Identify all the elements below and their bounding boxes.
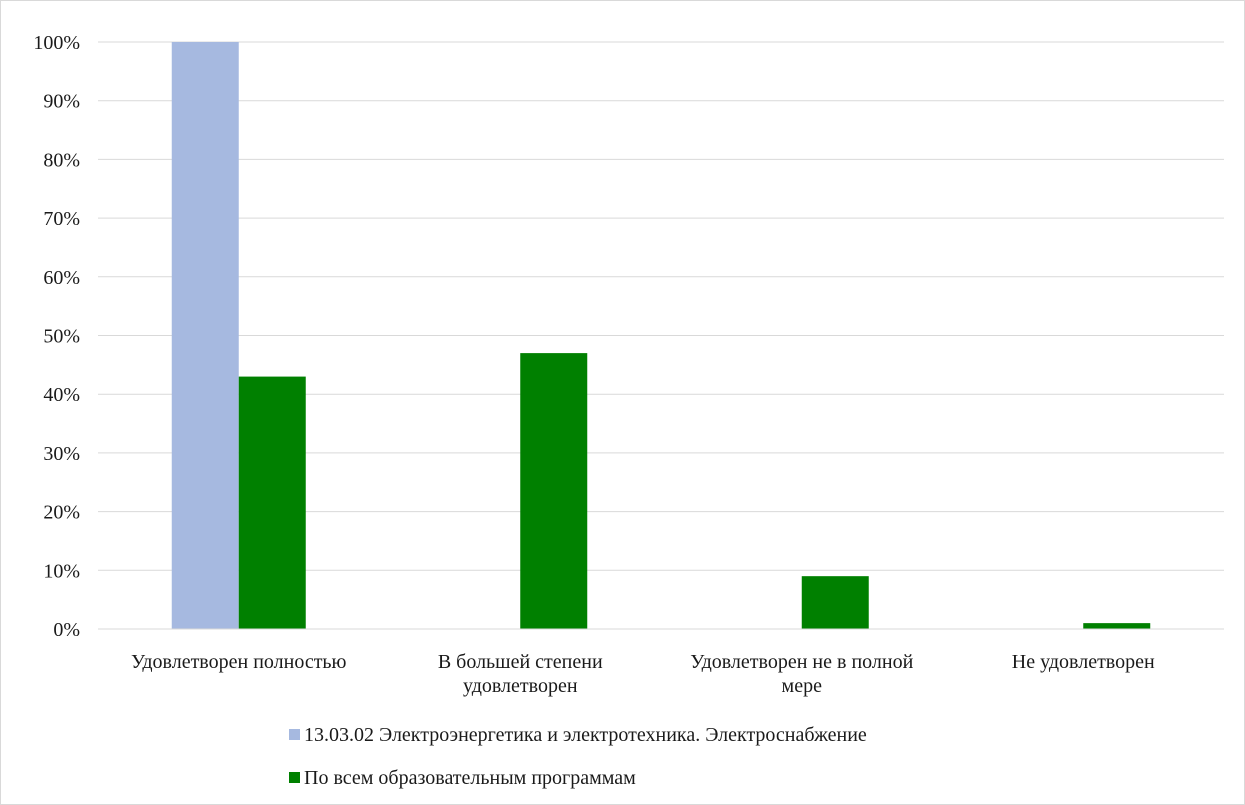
y-tick-label: 70% (43, 208, 80, 230)
x-tick-label: мере (782, 675, 823, 697)
x-tick-label: удовлетворен (463, 675, 578, 697)
bars (171, 42, 1151, 629)
legend-label-series-1: 13.03.02 Электроэнергетика и электротехн… (304, 724, 867, 746)
legend-row-2: По всем образовательным программам (0, 766, 1245, 796)
y-tick-label: 20% (43, 502, 80, 524)
legend-swatch-series-1 (289, 729, 300, 740)
y-axis-tick-labels: 0% 10% 20% 30% 40% 50% 60% 70% 80% 90% 100% (33, 32, 80, 641)
y-tick-label: 40% (43, 384, 80, 406)
x-tick-label: Не удовлетворен (1012, 651, 1155, 673)
x-tick-label: В большей степени (438, 651, 603, 673)
legend-entry-series-1: 13.03.02 Электроэнергетика и электротехн… (289, 723, 867, 747)
bar-series-2-category-1 (238, 376, 306, 629)
y-tick-label: 80% (43, 149, 80, 171)
y-tick-label: 10% (43, 560, 80, 582)
bar-series-1-category-1 (171, 42, 239, 629)
y-tick-label: 30% (43, 443, 80, 465)
legend-label-series-2: По всем образовательным программам (304, 767, 636, 789)
bar-series-2-category-3 (801, 576, 869, 629)
y-tick-label: 90% (43, 91, 80, 113)
x-axis-tick-labels: Удовлетворен полностью В большей степениу… (131, 651, 1155, 697)
x-tick-label: Удовлетворен полностью (131, 651, 347, 673)
legend-entry-series-2: По всем образовательным программам (289, 766, 636, 790)
legend-swatch-series-2 (289, 772, 300, 783)
y-tick-label: 100% (33, 32, 80, 54)
bar-series-2-category-2 (520, 353, 588, 629)
y-tick-label: 0% (53, 619, 80, 641)
y-tick-label: 60% (43, 267, 80, 289)
bar-series-2-category-4 (1083, 623, 1151, 629)
legend-row-1: 13.03.02 Электроэнергетика и электротехн… (0, 723, 1245, 753)
x-tick-label: Удовлетворен не в полной (690, 651, 913, 673)
y-tick-label: 50% (43, 326, 80, 348)
